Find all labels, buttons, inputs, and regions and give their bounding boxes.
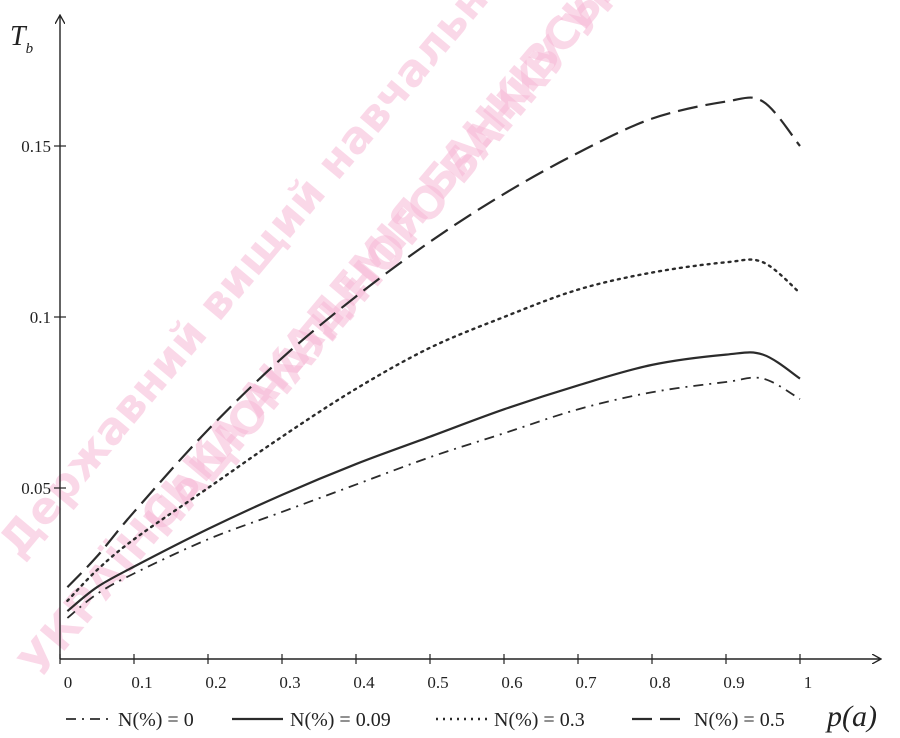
y-axis-label-sub: b — [26, 41, 34, 57]
x-tick-label: 1 — [804, 673, 813, 692]
x-tick-label: 0.7 — [575, 673, 597, 692]
x-tick-label: 0.1 — [131, 673, 152, 692]
x-tick-label: 0.2 — [205, 673, 226, 692]
legend: N(%) = 0 N(%) = 0.09 N(%) = 0.3 N(%) = 0.5 — [66, 709, 785, 731]
watermark: Державний вищий навчальний закладУКРАЇНС… — [0, 0, 813, 687]
x-tick-label: 0.9 — [723, 673, 744, 692]
y-ticks: 0.05 0.1 0.15 — [21, 137, 66, 498]
x-tick-label: 0.3 — [279, 673, 300, 692]
x-ticks: 0 0.1 0.2 0.3 0.4 0.5 0.6 0.7 0.8 0.9 1 — [59, 654, 813, 692]
y-tick-label: 0.05 — [21, 479, 51, 498]
y-axis-label: Tb — [10, 21, 34, 57]
legend-label: N(%) = 0.09 — [290, 709, 391, 731]
x-axis-label: p(a) — [825, 700, 877, 733]
series-lines — [66, 96, 802, 619]
x-tick-label: 0.4 — [353, 673, 375, 692]
series-line-3 — [66, 96, 801, 588]
x-tick-label: 0.8 — [649, 673, 670, 692]
x-tick-label: 0.5 — [427, 673, 448, 692]
x-tick-label: 0 — [64, 673, 73, 692]
y-tick-label: 0.1 — [30, 308, 51, 327]
series-line-2 — [66, 258, 802, 603]
y-axis-label-main: T — [10, 21, 28, 52]
series-line-0 — [66, 376, 801, 619]
x-tick-label: 0.6 — [501, 673, 522, 692]
y-tick-label: 0.15 — [21, 137, 51, 156]
series-line-1 — [66, 351, 801, 612]
legend-label: N(%) = 0.3 — [494, 709, 585, 731]
legend-label: N(%) = 0.5 — [694, 709, 785, 731]
legend-label: N(%) = 0 — [118, 709, 194, 731]
